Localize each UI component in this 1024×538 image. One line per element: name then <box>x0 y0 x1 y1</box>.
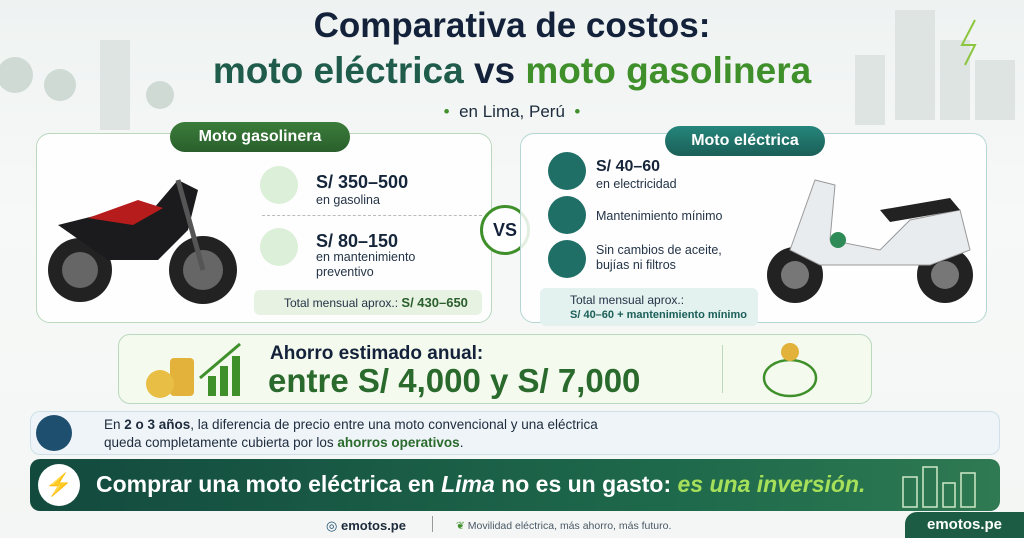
calendar-icon <box>36 415 72 451</box>
banner-part: no es un gasto: <box>494 471 678 497</box>
piggy-icon <box>762 343 818 398</box>
title-line2: moto eléctrica vs moto gasolinera <box>0 50 1024 92</box>
wrench-icon <box>260 228 298 266</box>
note-text: En 2 o 3 años, la diferencia de precio e… <box>104 416 624 452</box>
gear-icon <box>548 196 586 234</box>
fuel-icon <box>260 166 298 204</box>
savings-label: Ahorro estimado anual: <box>270 343 484 364</box>
gas-text: en gasolina <box>316 193 380 207</box>
tagline: Movilidad eléctrica, más ahorro, más fut… <box>467 520 672 532</box>
note-part: . <box>459 435 464 450</box>
divider <box>722 345 723 393</box>
bolt-icon <box>548 152 586 190</box>
title: Comparativa de costos: <box>313 6 711 45</box>
bolt-badge: ⚡ <box>38 464 80 506</box>
site: emotos.pe <box>340 518 406 533</box>
banner-part: Comprar una moto eléctrica en <box>96 471 442 497</box>
gas-label: Moto gasolinera <box>170 122 350 152</box>
elec-total: Total mensual aprox.: S/ 40–60 + mantenim… <box>540 288 758 326</box>
elec-amount: S/ 40–60 <box>596 158 661 175</box>
elec-maint: Mantenimiento mínimo <box>596 209 723 223</box>
total-value: S/ 430–650 <box>401 295 468 310</box>
note-box <box>30 411 1000 455</box>
elec-oil: Sin cambios de aceite, bujías ni filtros <box>596 243 722 272</box>
note-highlight: ahorros operativos <box>337 435 460 450</box>
title-electric: moto eléctrica <box>212 50 464 91</box>
footer-site: ◎ emotos.pe <box>326 518 406 533</box>
maint-text: en mantenimiento preventivo <box>316 250 416 279</box>
divider <box>262 215 482 216</box>
coins-icon <box>146 342 241 398</box>
electric-label: Moto eléctrica <box>665 126 825 156</box>
total-value: S/ 40–60 + mantenimiento mínimo <box>570 309 747 321</box>
footer-badge: emotos.pe <box>905 512 1024 538</box>
banner-highlight: es una inversión. <box>677 471 866 497</box>
banner-city: Lima <box>441 471 495 497</box>
savings-box <box>118 334 872 404</box>
gas-motorcycle <box>48 179 237 304</box>
gas-amount: S/ 350–500 <box>316 172 409 192</box>
total-label: Total mensual aprox.: <box>284 296 399 310</box>
note-part: En <box>104 417 125 432</box>
note-part: , la diferencia de precio entre una moto… <box>104 417 598 450</box>
subtitle-row: • en Lima, Perú • <box>443 102 581 121</box>
banner-text: Comprar una moto eléctrica en Lima no es… <box>96 471 865 498</box>
title-gas: moto gasolinera <box>525 50 812 91</box>
gas-total: Total mensual aprox.: S/ 430–650 <box>254 290 482 315</box>
subtitle: en Lima, Perú <box>459 102 565 121</box>
maint-amount: S/ 80–150 <box>316 231 399 251</box>
skyline-icon <box>902 466 976 508</box>
footer-tagline: ❦ Movilidad eléctrica, más ahorro, más f… <box>456 520 672 532</box>
total-label: Total mensual aprox.: <box>570 293 685 307</box>
banner <box>30 459 1000 511</box>
divider <box>432 516 433 532</box>
electric-scooter <box>767 179 973 303</box>
oil-icon <box>548 240 586 278</box>
savings-value: entre S/ 4,000 y S/ 7,000 <box>268 362 641 399</box>
note-highlight: 2 o 3 años <box>124 417 191 432</box>
elec-text: en electricidad <box>596 177 677 191</box>
title-vs: vs <box>473 50 516 91</box>
